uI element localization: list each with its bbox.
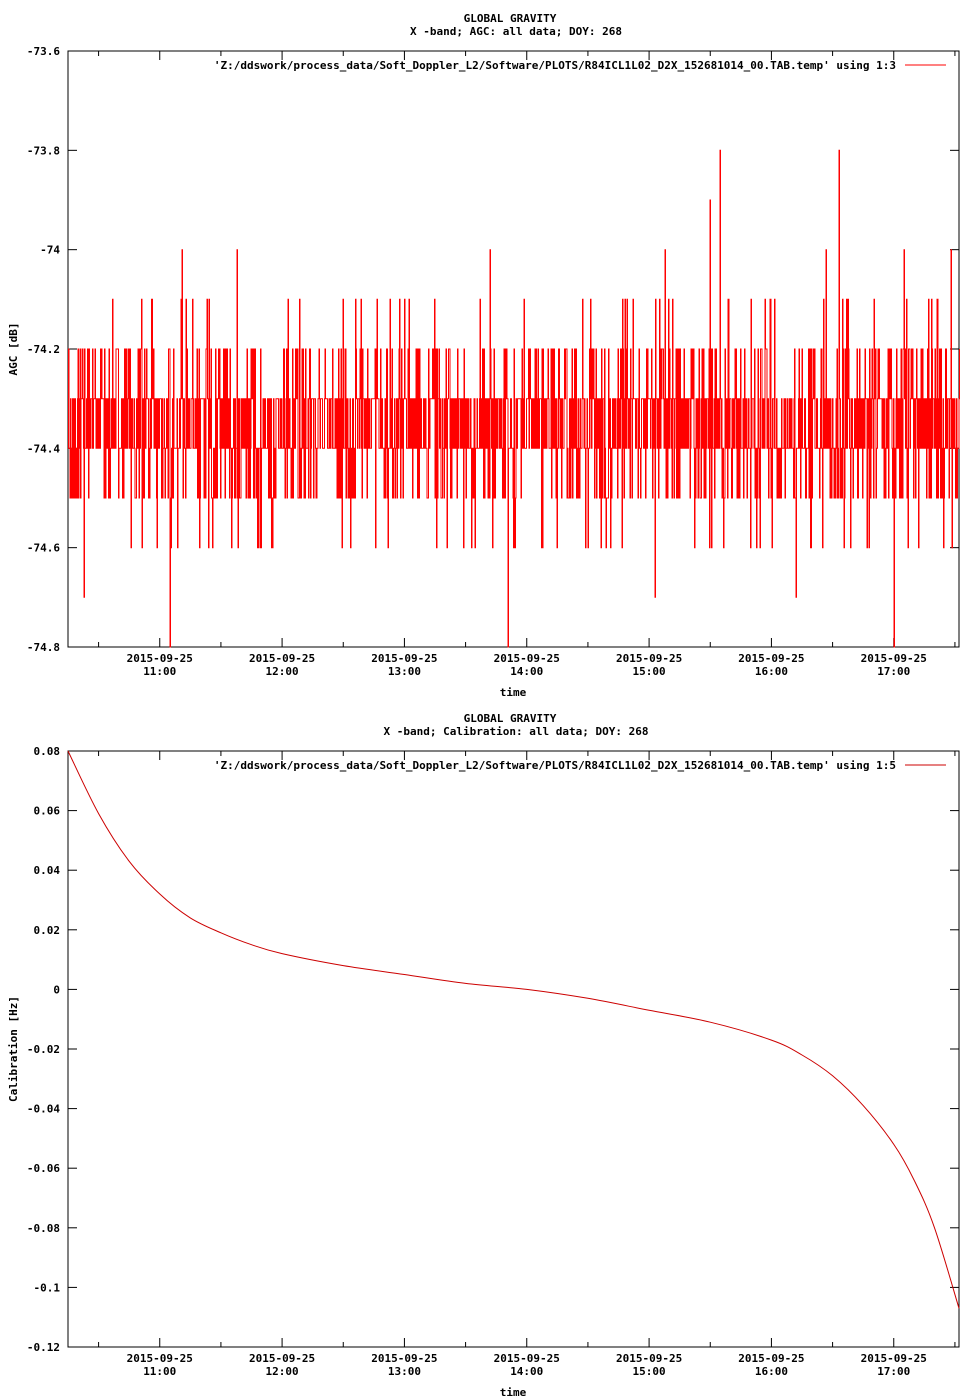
calibration-x-axis-label: time xyxy=(500,1386,527,1399)
agc-y-tick-label: -73.8 xyxy=(27,144,60,157)
calibration-series-line xyxy=(67,750,960,1309)
calibration-x-tick-time: 15:00 xyxy=(633,1365,666,1378)
calibration-y-tick-label: -0.02 xyxy=(27,1043,60,1056)
agc-x-tick-time: 17:00 xyxy=(877,665,910,678)
agc-x-axis-label: time xyxy=(500,686,527,699)
calibration-y-tick-label: 0 xyxy=(53,983,60,996)
calibration-plot-frame xyxy=(67,750,960,1348)
calibration-y-tick-label: 0.02 xyxy=(34,924,61,937)
calibration-x-tick-time: 16:00 xyxy=(755,1365,788,1378)
agc-y-tick-label: -74.8 xyxy=(27,641,60,654)
calibration-x-tick-time: 17:00 xyxy=(877,1365,910,1378)
calibration-y-tick-label: -0.1 xyxy=(34,1281,61,1294)
calibration-series-path xyxy=(67,750,960,1309)
calibration-y-tick-label: 0.08 xyxy=(34,745,61,758)
calibration-y-axis-label: Calibration [Hz] xyxy=(7,996,20,1102)
agc-series-path xyxy=(68,149,960,648)
calibration-x-tick-time: 14:00 xyxy=(510,1365,543,1378)
agc-x-tick-time: 16:00 xyxy=(755,665,788,678)
agc-x-tick-time: 12:00 xyxy=(266,665,299,678)
calibration-x-tick-date: 2015-09-25 xyxy=(249,1352,315,1365)
agc-x-tick-date: 2015-09-25 xyxy=(861,652,927,665)
agc-series-line xyxy=(68,149,960,648)
agc-y-tick-label: -74.2 xyxy=(27,343,60,356)
agc-x-tick-date: 2015-09-25 xyxy=(371,652,437,665)
calibration-x-tick-time: 11:00 xyxy=(143,1365,176,1378)
agc-y-tick-label: -74.4 xyxy=(27,442,60,455)
agc-x-tick-time: 11:00 xyxy=(143,665,176,678)
agc-x-tick-date: 2015-09-25 xyxy=(738,652,804,665)
calibration-y-tick-label: -0.12 xyxy=(27,1341,60,1354)
agc-x-ticks: 2015-09-2511:002015-09-2512:002015-09-25… xyxy=(98,51,956,678)
calibration-x-tick-time: 13:00 xyxy=(388,1365,421,1378)
calibration-x-tick-date: 2015-09-25 xyxy=(371,1352,437,1365)
calibration-x-ticks: 2015-09-2511:002015-09-2512:002015-09-25… xyxy=(98,751,956,1378)
calibration-chart-title: GLOBAL GRAVITY xyxy=(464,712,557,725)
agc-chart: GLOBAL GRAVITY X -band; AGC: all data; D… xyxy=(7,12,960,699)
calibration-y-tick-label: 0.06 xyxy=(34,805,61,818)
agc-x-tick-time: 13:00 xyxy=(388,665,421,678)
agc-y-ticks: -73.6 -73.8 -74 -74.2 -74.4 -74.6 -74.8 xyxy=(27,45,959,654)
calibration-legend-label: 'Z:/ddswork/process_data/Soft_Doppler_L2… xyxy=(214,759,896,772)
agc-x-tick-date: 2015-09-25 xyxy=(127,652,193,665)
calibration-y-tick-label: 0.04 xyxy=(34,864,61,877)
calibration-y-tick-label: -0.08 xyxy=(27,1222,60,1235)
agc-y-tick-label: -74.6 xyxy=(27,542,60,555)
calibration-x-tick-date: 2015-09-25 xyxy=(127,1352,193,1365)
calibration-chart-subtitle: X -band; Calibration: all data; DOY: 268 xyxy=(384,725,649,738)
calibration-x-tick-date: 2015-09-25 xyxy=(861,1352,927,1365)
agc-legend-label: 'Z:/ddswork/process_data/Soft_Doppler_L2… xyxy=(214,59,896,72)
agc-chart-title: GLOBAL GRAVITY xyxy=(464,12,557,25)
agc-y-tick-label: -73.6 xyxy=(27,45,60,58)
agc-x-tick-time: 15:00 xyxy=(633,665,666,678)
agc-chart-subtitle: X -band; AGC: all data; DOY: 268 xyxy=(410,25,622,38)
agc-y-tick-label: -74 xyxy=(40,244,60,257)
agc-x-tick-time: 14:00 xyxy=(510,665,543,678)
agc-x-tick-date: 2015-09-25 xyxy=(616,652,682,665)
agc-y-axis-label: AGC [dB] xyxy=(7,323,20,376)
agc-x-tick-date: 2015-09-25 xyxy=(494,652,560,665)
agc-x-tick-date: 2015-09-25 xyxy=(249,652,315,665)
calibration-x-tick-date: 2015-09-25 xyxy=(738,1352,804,1365)
calibration-y-tick-label: -0.06 xyxy=(27,1162,60,1175)
calibration-y-ticks: 0.08 0.06 0.04 0.02 0 -0.02 -0.04 -0.06 -0.08 -0.… xyxy=(27,745,959,1354)
calibration-x-tick-date: 2015-09-25 xyxy=(494,1352,560,1365)
calibration-y-tick-label: -0.04 xyxy=(27,1103,60,1116)
calibration-chart: GLOBAL GRAVITY X -band; Calibration: all… xyxy=(7,712,960,1399)
calibration-x-tick-time: 12:00 xyxy=(266,1365,299,1378)
calibration-x-tick-date: 2015-09-25 xyxy=(616,1352,682,1365)
